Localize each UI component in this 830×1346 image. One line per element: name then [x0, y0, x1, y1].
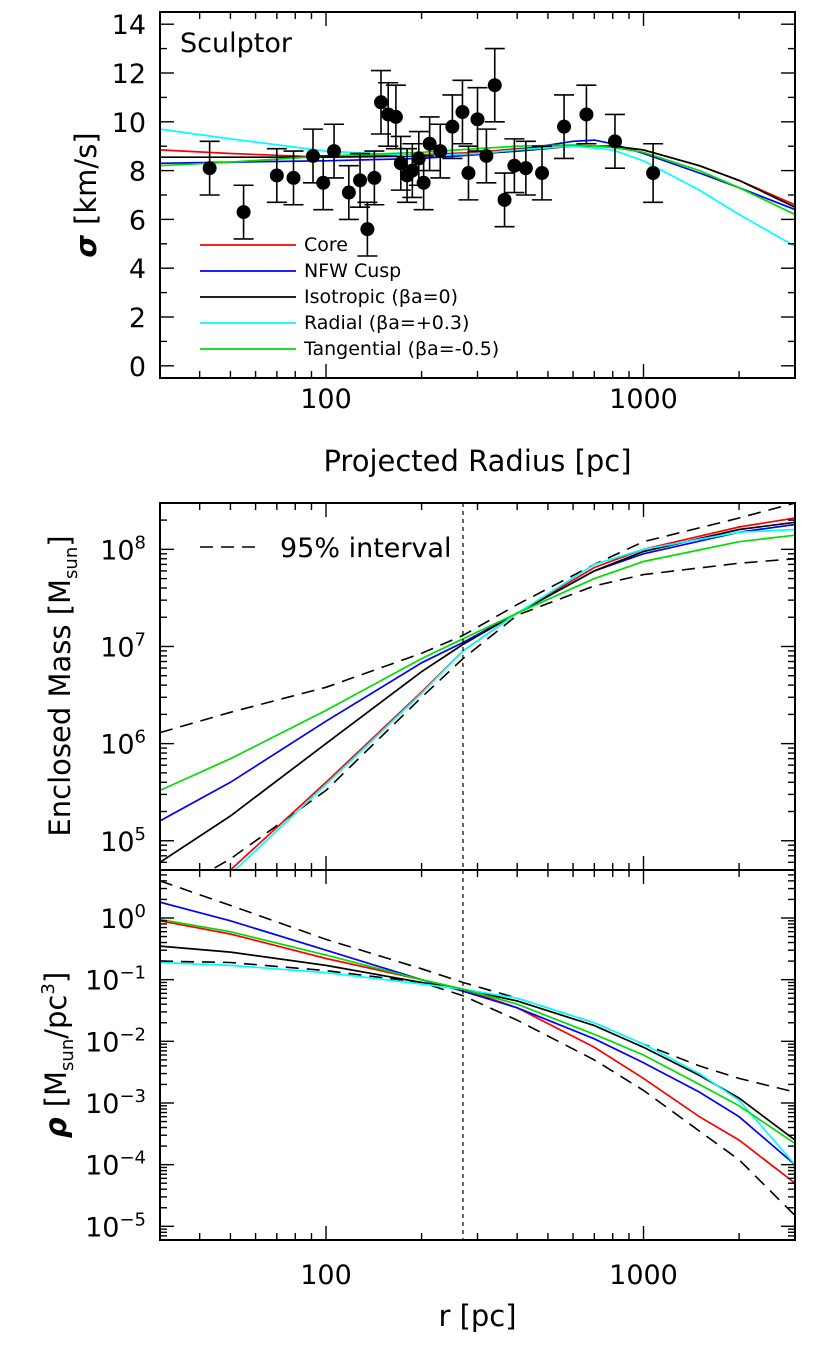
- data-point: [646, 166, 661, 181]
- panel-enclosed-mass: 105 106 107 108 95% interval Enclosed Mass [M…: [43, 502, 796, 871]
- data-point: [316, 175, 331, 190]
- series-line: [160, 961, 795, 1166]
- x-axis-label: r [pc]: [438, 1299, 516, 1333]
- data-point: [327, 144, 342, 159]
- data-point: [341, 185, 356, 200]
- y-tick-label: 2: [129, 303, 146, 334]
- y-axis-label: ρ [Msun/pc3]: [38, 972, 78, 1138]
- band-lower: [209, 558, 795, 870]
- legend-label-iso: Isotropic (βa=0): [304, 286, 458, 308]
- data-point: [411, 151, 426, 166]
- y-tick-label: 8: [129, 157, 146, 188]
- frame: [159, 869, 796, 1241]
- band-legend-label: 95% interval: [280, 533, 452, 564]
- legend-label-nfw: NFW Cusp: [304, 260, 401, 282]
- data-point: [579, 107, 594, 122]
- data-point: [416, 175, 431, 190]
- series-line: [160, 945, 795, 1141]
- y-tick-label: 12: [112, 59, 146, 90]
- data-point: [367, 170, 382, 185]
- x-tick-label: 1000: [609, 384, 678, 415]
- data-point: [393, 156, 408, 171]
- series-line: [160, 918, 795, 1145]
- series-line: [160, 523, 795, 822]
- y-tick-label: 14: [112, 10, 146, 41]
- data-point: [388, 109, 403, 124]
- data-point: [269, 168, 284, 183]
- x-axis-label: Projected Radius [pc]: [323, 444, 631, 478]
- x-tick-label: 100: [300, 384, 352, 415]
- frame: [159, 502, 796, 871]
- y-tick-label: 105: [100, 824, 146, 858]
- series-line: [160, 139, 795, 211]
- band-upper: [160, 503, 795, 734]
- y-tick-label: 6: [129, 205, 146, 236]
- band-upper: [160, 880, 795, 1093]
- legend-label-rad: Radial (βa=+0.3): [304, 312, 469, 334]
- data-point: [433, 144, 448, 159]
- y-tick-label: 10−2: [85, 1024, 146, 1058]
- legend-label-core: Core: [304, 234, 348, 256]
- y-tick-label: 106: [100, 727, 146, 761]
- data-point: [202, 161, 217, 176]
- data-point: [487, 78, 502, 93]
- y-tick-label: 100: [100, 901, 146, 935]
- panel-velocity-dispersion: 0 2 4 6 8 10 12 14 100 1000 Sculptor Core NFW Cusp Is…: [69, 10, 796, 478]
- series-line: [160, 534, 795, 792]
- data-point: [374, 95, 389, 110]
- y-tick-label: 10−3: [85, 1086, 146, 1120]
- series-line: [160, 919, 795, 1184]
- data-point: [461, 166, 476, 181]
- data-point: [405, 163, 420, 178]
- y-axis-label: σ [km/s]: [69, 132, 103, 257]
- x-tick-label: 100: [300, 1260, 352, 1291]
- data-point: [470, 112, 485, 127]
- data-point: [607, 134, 622, 149]
- x-tick-label: 1000: [609, 1260, 678, 1291]
- data-point: [306, 148, 321, 163]
- data-point: [518, 161, 533, 176]
- panel-density: 100 10−1 10−2 10−3 10−4 10−5 100 1000 ρ [Msun/pc…: [38, 869, 796, 1333]
- band-lower: [160, 960, 795, 1217]
- data-point: [507, 158, 522, 173]
- series-line: [233, 528, 795, 870]
- panel-annotation: Sculptor: [180, 28, 293, 59]
- y-tick-label: 108: [100, 532, 146, 566]
- y-axis-label: Enclosed Mass [Msun]: [43, 535, 82, 836]
- data-point: [236, 205, 251, 220]
- y-tick-label: 0: [129, 352, 146, 383]
- y-tick-label: 10: [112, 108, 146, 139]
- y-tick-label: 10−1: [85, 963, 146, 997]
- series-line: [160, 521, 795, 864]
- data-point: [479, 148, 494, 163]
- series-line: [160, 128, 795, 247]
- data-point: [497, 192, 512, 207]
- plot-area: [160, 503, 795, 870]
- series-line: [160, 901, 795, 1166]
- data-point: [422, 136, 437, 151]
- y-tick-label: 10−5: [85, 1209, 146, 1243]
- data-point: [286, 170, 301, 185]
- data-point: [535, 166, 550, 181]
- plot-area: [160, 880, 795, 1217]
- data-point: [557, 119, 572, 134]
- legend-label-tan: Tangential (βa=-0.5): [303, 338, 499, 360]
- data-point: [445, 119, 460, 134]
- y-tick-label: 107: [100, 629, 146, 663]
- y-tick-label: 4: [129, 254, 146, 285]
- y-tick-label: 10−4: [85, 1148, 146, 1182]
- data-point: [353, 173, 368, 188]
- data-point: [360, 222, 375, 237]
- data-point: [455, 105, 470, 120]
- plot-area: [160, 47, 795, 257]
